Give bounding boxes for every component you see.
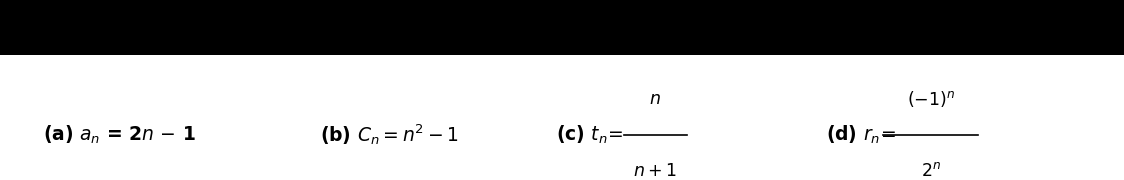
Text: $n+1$: $n+1$ bbox=[634, 162, 677, 180]
Text: $(-1)^n$: $(-1)^n$ bbox=[907, 89, 954, 109]
Text: $n$: $n$ bbox=[650, 90, 661, 108]
Text: Find the first five terms and the 100th term of the sequence defined by each for: Find the first five terms and the 100th … bbox=[109, 34, 1015, 53]
Text: (c) $t_n\!=\!$: (c) $t_n\!=\!$ bbox=[556, 124, 624, 146]
Text: (b) $C_n = n^2 - 1$: (b) $C_n = n^2 - 1$ bbox=[320, 123, 460, 147]
Bar bbox=[0, 0, 1124, 55]
Text: (a) $a_n$ = 2$n$ $-$ 1: (a) $a_n$ = 2$n$ $-$ 1 bbox=[43, 124, 196, 146]
Text: (d) $r_n\!=\!$: (d) $r_n\!=\!$ bbox=[826, 124, 896, 146]
Text: $2^n$: $2^n$ bbox=[921, 162, 941, 180]
